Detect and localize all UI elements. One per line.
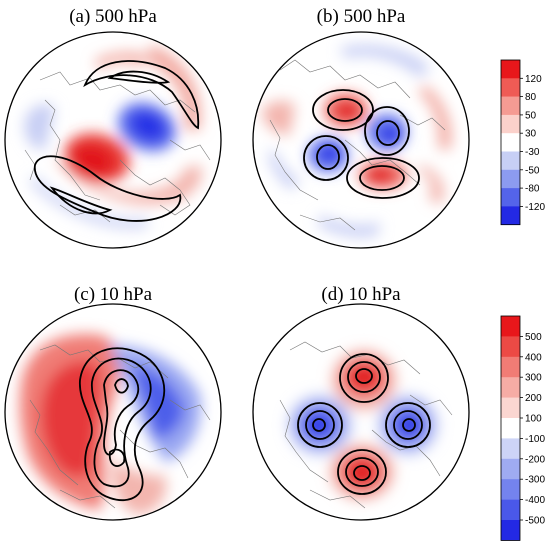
colorbar-bottom-swatch [501,397,520,419]
panel-b-title: (b) 500 hPa [317,6,406,27]
colorbar-top-label: -50 [525,165,540,176]
panel-a-map [4,31,222,249]
panel-b-coastlines [269,59,446,231]
colorbar-bottom-swatch [501,316,520,337]
colorbar-top-swatch [501,133,520,152]
colorbar-bottom-frame [500,315,521,541]
colorbar-top-label: -120 [525,202,545,213]
colorbar-top: 120 80 50 30 -30 -50 -80 -120 [500,59,545,226]
panel-b-map-boundary [252,31,470,249]
colorbar-top-swatch [501,188,520,207]
panel-a-coastlines [24,71,211,223]
panel-c-map [4,303,222,521]
colorbar-bottom-label: -300 [525,475,545,486]
colorbar-top-label: 30 [525,129,537,140]
panel-b-map [252,31,470,249]
panel-c-map-boundary [4,303,222,521]
colorbar-bottom-label: -200 [525,454,545,465]
colorbar-top-swatch [501,169,520,189]
panel-d-contours [297,353,431,495]
panel-d-map-boundary [252,303,470,521]
colorbar-bottom-label: 200 [525,393,542,404]
colorbar-bottom-swatch [501,336,520,358]
colorbar-bottom-swatch [501,418,520,439]
panel-b-contours [303,89,420,199]
colorbar-top-label: 80 [525,92,537,103]
panel-a-contours [34,60,200,222]
colorbar-bottom-swatch [501,458,520,480]
colorbar-top-swatch [501,78,520,97]
colorbar-bottom-label: -400 [525,495,545,506]
colorbar-top-frame [500,59,521,226]
panel-d-map [252,303,470,521]
colorbar-top-label: 50 [525,110,537,121]
colorbar-bottom: 500 400 300 200 100 -100 -200 -300 -400 -500 [500,315,545,541]
colorbar-top-swatch [501,151,520,171]
colorbar-top-swatch [501,114,520,134]
colorbar-bottom-swatch [501,438,520,460]
colorbar-bottom-label: 100 [525,414,542,425]
colorbar-bottom-swatch [501,356,520,378]
panel-c-title: (c) 10 hPa [74,284,153,305]
panel-c-contours [79,347,166,502]
colorbar-top-swatch [501,206,520,225]
colorbar-bottom-label: -500 [525,516,545,527]
colorbar-top-label: -80 [525,184,540,195]
panel-c-coastlines [29,344,211,509]
colorbar-bottom-label: 400 [525,352,542,363]
panel-a-title: (a) 500 hPa [69,6,157,27]
colorbar-bottom-swatch [501,377,520,398]
colorbar-top-label: -30 [525,147,540,158]
colorbar-top-swatch [501,96,520,116]
panel-d-title: (d) 10 hPa [321,284,401,305]
colorbar-bottom-label: 500 [525,332,542,343]
colorbar-bottom-swatch [501,499,520,521]
colorbar-top-swatch [501,60,520,79]
colorbar-bottom-label: -100 [525,434,545,445]
colorbar-bottom-swatch [501,479,520,500]
colorbar-bottom-swatch [501,520,520,541]
colorbar-top-label: 120 [525,74,542,85]
colorbar-bottom-label: 300 [525,373,542,384]
panel-a-map-boundary [4,31,222,249]
